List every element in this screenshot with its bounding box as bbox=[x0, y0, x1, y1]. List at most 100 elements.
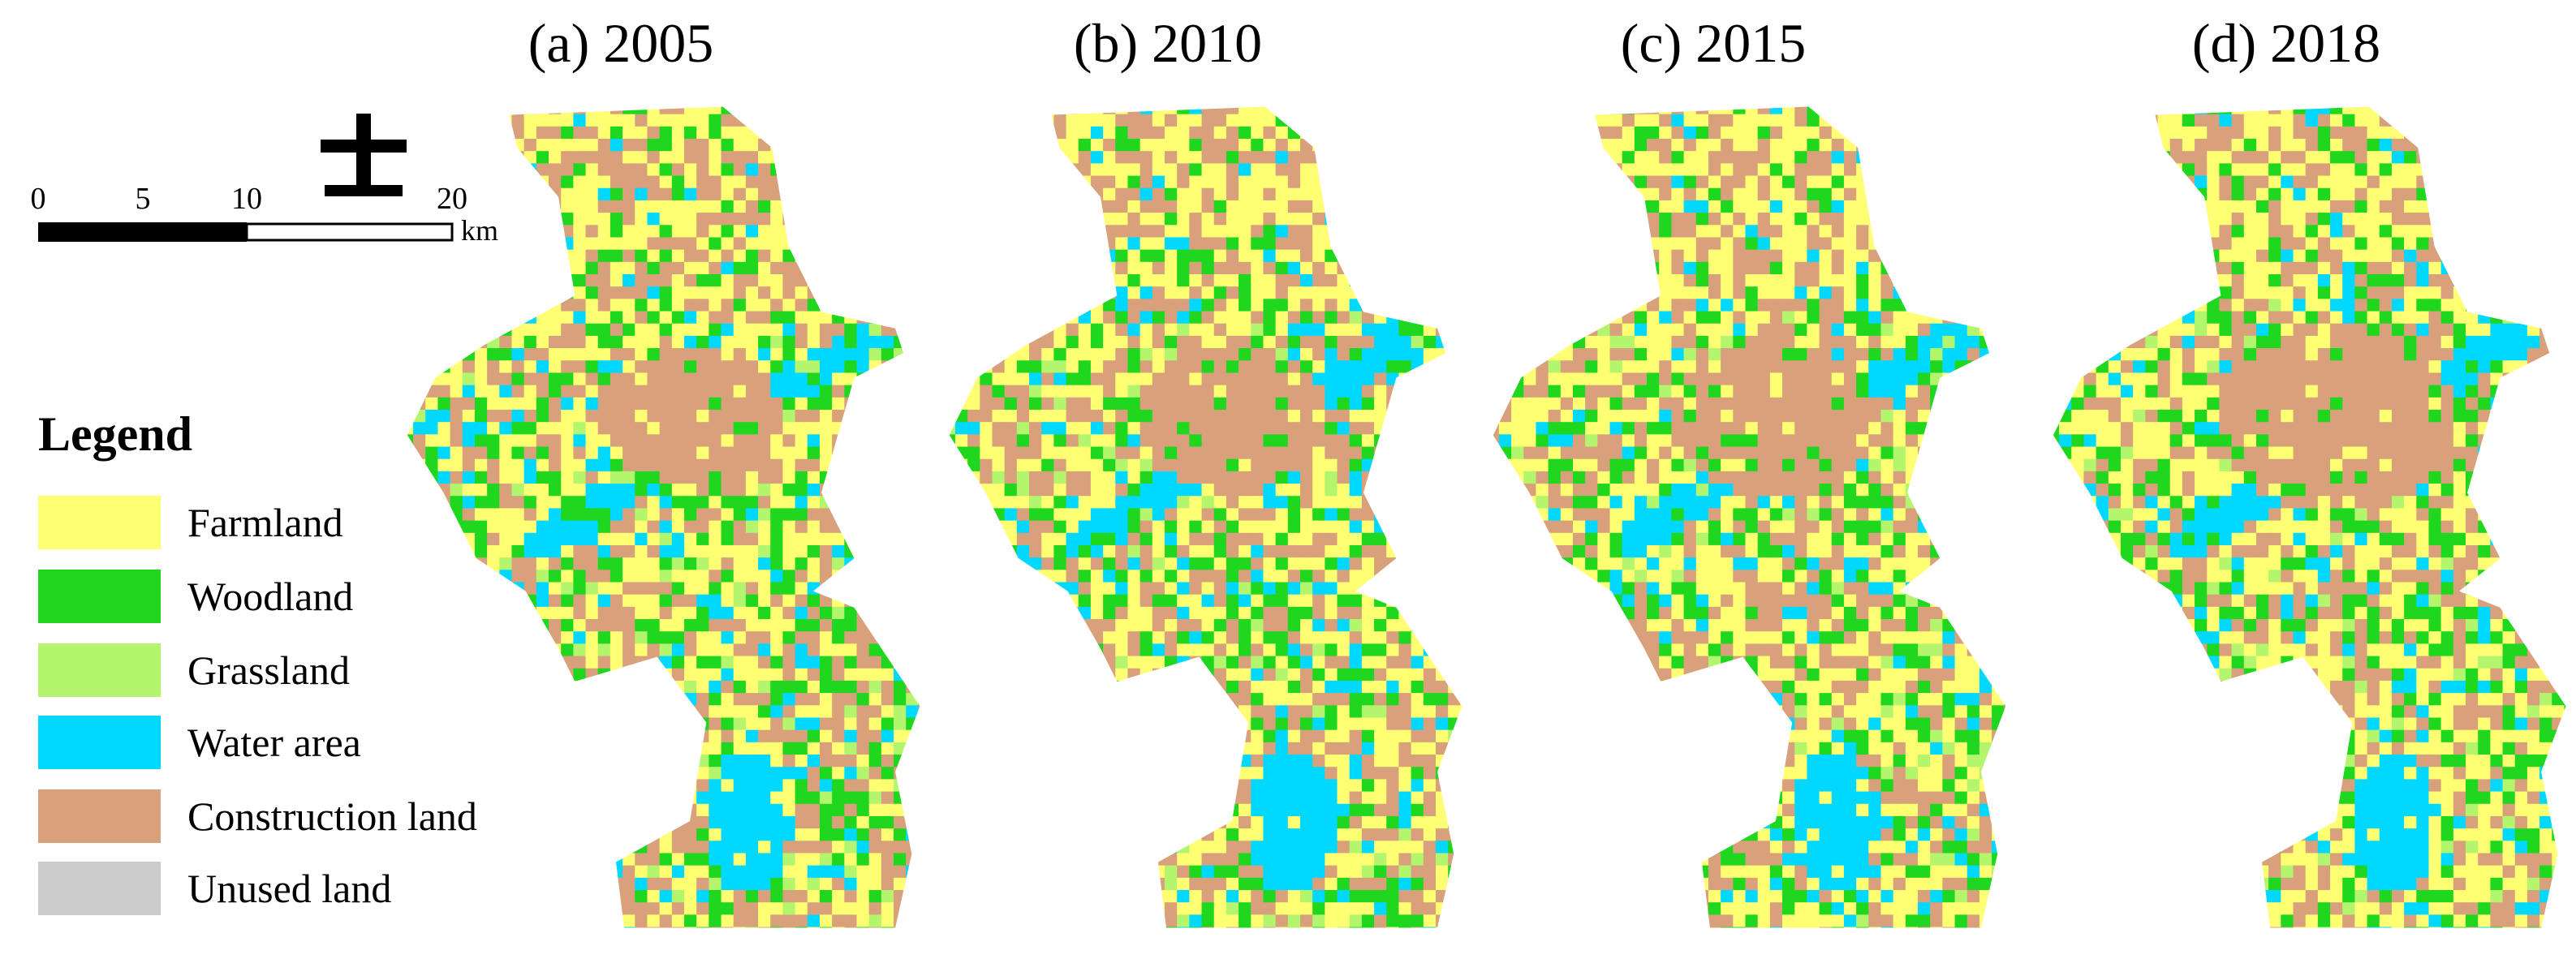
land-cell bbox=[407, 841, 414, 854]
land-cell bbox=[1139, 643, 1153, 657]
land-cell bbox=[1029, 139, 1042, 152]
land-cell bbox=[1103, 544, 1116, 558]
land-cell bbox=[1435, 544, 1449, 558]
land-cell bbox=[1361, 348, 1375, 361]
land-cell bbox=[758, 841, 771, 854]
land-cell bbox=[1398, 582, 1412, 596]
land-cell bbox=[1386, 323, 1400, 337]
land-cell bbox=[721, 767, 734, 780]
land-cell bbox=[1029, 187, 1042, 201]
land-cell bbox=[1078, 372, 1092, 386]
land-cell bbox=[918, 582, 920, 596]
land-cell bbox=[949, 225, 956, 239]
land-cell bbox=[1361, 532, 1375, 546]
land-cell bbox=[597, 865, 611, 879]
land-cell bbox=[635, 175, 648, 189]
land-cell bbox=[918, 299, 920, 312]
land-cell bbox=[1386, 286, 1400, 299]
land-cell bbox=[1361, 643, 1375, 657]
land-cell bbox=[770, 237, 784, 251]
land-cell bbox=[906, 803, 920, 817]
land-cell bbox=[683, 914, 697, 928]
land-cell bbox=[949, 397, 956, 411]
land-cell bbox=[450, 261, 463, 275]
land-cell bbox=[1078, 114, 1092, 127]
land-cell bbox=[1287, 643, 1301, 657]
land-cell bbox=[437, 742, 451, 755]
land-cell bbox=[1090, 151, 1104, 164]
land-cell bbox=[868, 163, 882, 177]
land-cell bbox=[906, 853, 920, 867]
land-cell bbox=[1226, 249, 1239, 263]
land-cell bbox=[610, 106, 623, 115]
land-cell bbox=[407, 643, 414, 657]
land-cell bbox=[1177, 508, 1190, 522]
land-cell bbox=[856, 151, 870, 164]
land-cell bbox=[1337, 175, 1350, 189]
land-cell bbox=[450, 409, 463, 423]
land-cell bbox=[1165, 114, 1178, 127]
land-cell bbox=[573, 348, 587, 361]
land-cell bbox=[1411, 323, 1424, 337]
land-cell bbox=[610, 225, 623, 239]
land-cell bbox=[1152, 114, 1165, 127]
land-cell bbox=[782, 151, 796, 164]
land-cell bbox=[1238, 286, 1251, 299]
land-cell bbox=[523, 397, 537, 411]
land-cell bbox=[1337, 237, 1350, 251]
land-cell bbox=[1201, 323, 1215, 337]
land-cell bbox=[474, 779, 488, 793]
land-cell bbox=[782, 508, 796, 522]
land-cell bbox=[1423, 471, 1437, 484]
land-cell bbox=[561, 139, 574, 152]
land-cell bbox=[523, 767, 537, 780]
land-cell bbox=[1053, 274, 1067, 287]
land-cell bbox=[992, 422, 1006, 435]
land-cell bbox=[1226, 200, 1239, 213]
land-cell bbox=[1386, 520, 1400, 534]
land-cell bbox=[450, 372, 463, 386]
land-cell bbox=[425, 311, 439, 325]
land-cell bbox=[523, 139, 537, 152]
land-cell bbox=[1201, 484, 1215, 497]
land-cell bbox=[1066, 200, 1079, 213]
land-cell bbox=[622, 200, 635, 213]
land-cell bbox=[1299, 656, 1313, 669]
land-cell bbox=[437, 717, 451, 731]
land-cell bbox=[1016, 139, 1030, 152]
land-cell bbox=[647, 582, 661, 596]
land-cell bbox=[1374, 446, 1387, 460]
land-cell bbox=[1398, 434, 1412, 448]
land-cell bbox=[782, 213, 796, 226]
land-cell bbox=[1448, 163, 1461, 177]
land-cell bbox=[1349, 385, 1363, 398]
land-cell bbox=[597, 680, 611, 694]
land-cell bbox=[1398, 286, 1412, 299]
land-cell bbox=[462, 249, 476, 263]
land-cell bbox=[425, 458, 439, 472]
land-cell bbox=[1127, 520, 1141, 534]
land-cell bbox=[856, 508, 870, 522]
land-cell bbox=[696, 409, 709, 423]
land-cell bbox=[733, 914, 747, 928]
land-cell bbox=[647, 606, 661, 620]
land-cell bbox=[1435, 508, 1449, 522]
land-cell bbox=[1016, 532, 1030, 546]
land-cell bbox=[523, 163, 537, 177]
land-cell bbox=[795, 484, 808, 497]
land-cell bbox=[462, 397, 476, 411]
land-cell bbox=[683, 323, 697, 337]
land-cell bbox=[683, 508, 697, 522]
land-cell bbox=[1226, 557, 1239, 570]
land-cell bbox=[1029, 385, 1042, 398]
land-cell bbox=[647, 643, 661, 657]
land-cell bbox=[1386, 508, 1400, 522]
land-cell bbox=[1374, 114, 1387, 127]
land-cell bbox=[795, 335, 808, 349]
land-cell bbox=[844, 643, 858, 657]
land-cell bbox=[536, 914, 549, 928]
land-cell bbox=[733, 755, 747, 768]
land-cell bbox=[721, 385, 734, 398]
land-cell bbox=[949, 446, 956, 460]
land-cell bbox=[585, 643, 599, 657]
